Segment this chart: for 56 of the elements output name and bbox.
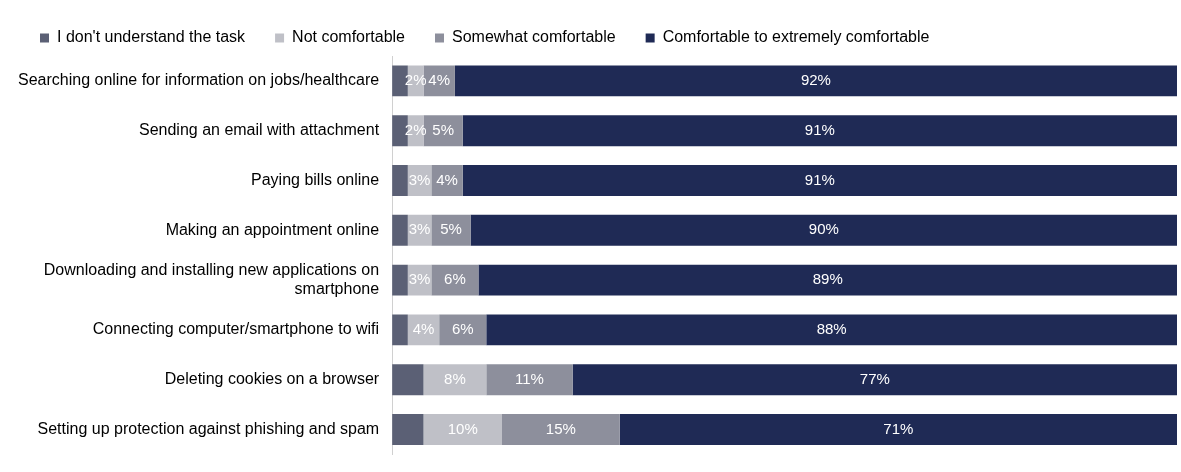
bar bbox=[501, 414, 620, 445]
legend-label: Somewhat comfortable bbox=[452, 28, 616, 46]
legend-label: Comfortable to extremely comfortable bbox=[662, 28, 930, 46]
data-label: 91% bbox=[804, 170, 835, 188]
bar bbox=[486, 364, 573, 396]
y-tick-label: Deleting cookies on a browser bbox=[164, 370, 380, 388]
bar bbox=[392, 165, 408, 196]
y-tick-label: Sending an email with attachment bbox=[138, 121, 380, 139]
data-label: 8% bbox=[444, 369, 466, 387]
bar bbox=[572, 364, 1177, 396]
bar bbox=[392, 364, 424, 396]
bar bbox=[392, 264, 408, 296]
y-tick-label: Making an appointment online bbox=[165, 220, 380, 238]
data-label: 90% bbox=[808, 220, 839, 238]
bar bbox=[470, 214, 1177, 246]
data-label: 3% bbox=[408, 270, 431, 288]
bar bbox=[423, 414, 502, 445]
data-label: 3% bbox=[408, 170, 431, 188]
y-tick-label: Searching online for information on jobs/healthcare bbox=[18, 71, 380, 89]
bar bbox=[454, 65, 1177, 97]
y-tick-label: Paying bills online bbox=[251, 170, 380, 188]
data-label: 10% bbox=[447, 419, 478, 437]
data-label: 71% bbox=[883, 419, 914, 437]
bar bbox=[431, 165, 463, 196]
y-tick-label: Downloading and installing new applications on smartphone bbox=[43, 260, 380, 298]
data-label: 3% bbox=[408, 220, 431, 238]
bar bbox=[392, 214, 408, 246]
data-label: 4% bbox=[436, 170, 458, 188]
bar bbox=[619, 414, 1177, 445]
data-label: 92% bbox=[800, 71, 831, 89]
legend-label: I don't understand the task bbox=[57, 28, 247, 46]
bar bbox=[478, 264, 1177, 296]
bar bbox=[486, 314, 1177, 346]
bar bbox=[392, 414, 424, 445]
bar bbox=[423, 364, 487, 396]
data-label: 5% bbox=[440, 220, 462, 238]
y-tick-label: Setting up protection against phishing and spam bbox=[37, 419, 380, 437]
bar bbox=[431, 264, 479, 296]
data-label: 4% bbox=[428, 71, 451, 89]
data-label: 91% bbox=[804, 120, 835, 138]
data-label: 88% bbox=[816, 320, 847, 338]
data-label: 15% bbox=[545, 419, 576, 437]
data-label: 6% bbox=[444, 270, 466, 288]
data-label: 77% bbox=[859, 369, 890, 387]
bar bbox=[462, 165, 1177, 196]
legend-label: Not comfortable bbox=[292, 28, 406, 46]
bar bbox=[462, 115, 1177, 147]
bar bbox=[439, 314, 487, 346]
bar bbox=[392, 314, 408, 346]
data-label: 5% bbox=[432, 120, 454, 138]
data-label: 11% bbox=[515, 369, 544, 387]
data-label: 6% bbox=[451, 320, 474, 338]
bar bbox=[431, 214, 471, 246]
y-tick-label: Connecting computer/smartphone to wifi bbox=[92, 320, 380, 338]
data-label: 4% bbox=[412, 320, 435, 338]
data-label: 89% bbox=[812, 270, 843, 288]
